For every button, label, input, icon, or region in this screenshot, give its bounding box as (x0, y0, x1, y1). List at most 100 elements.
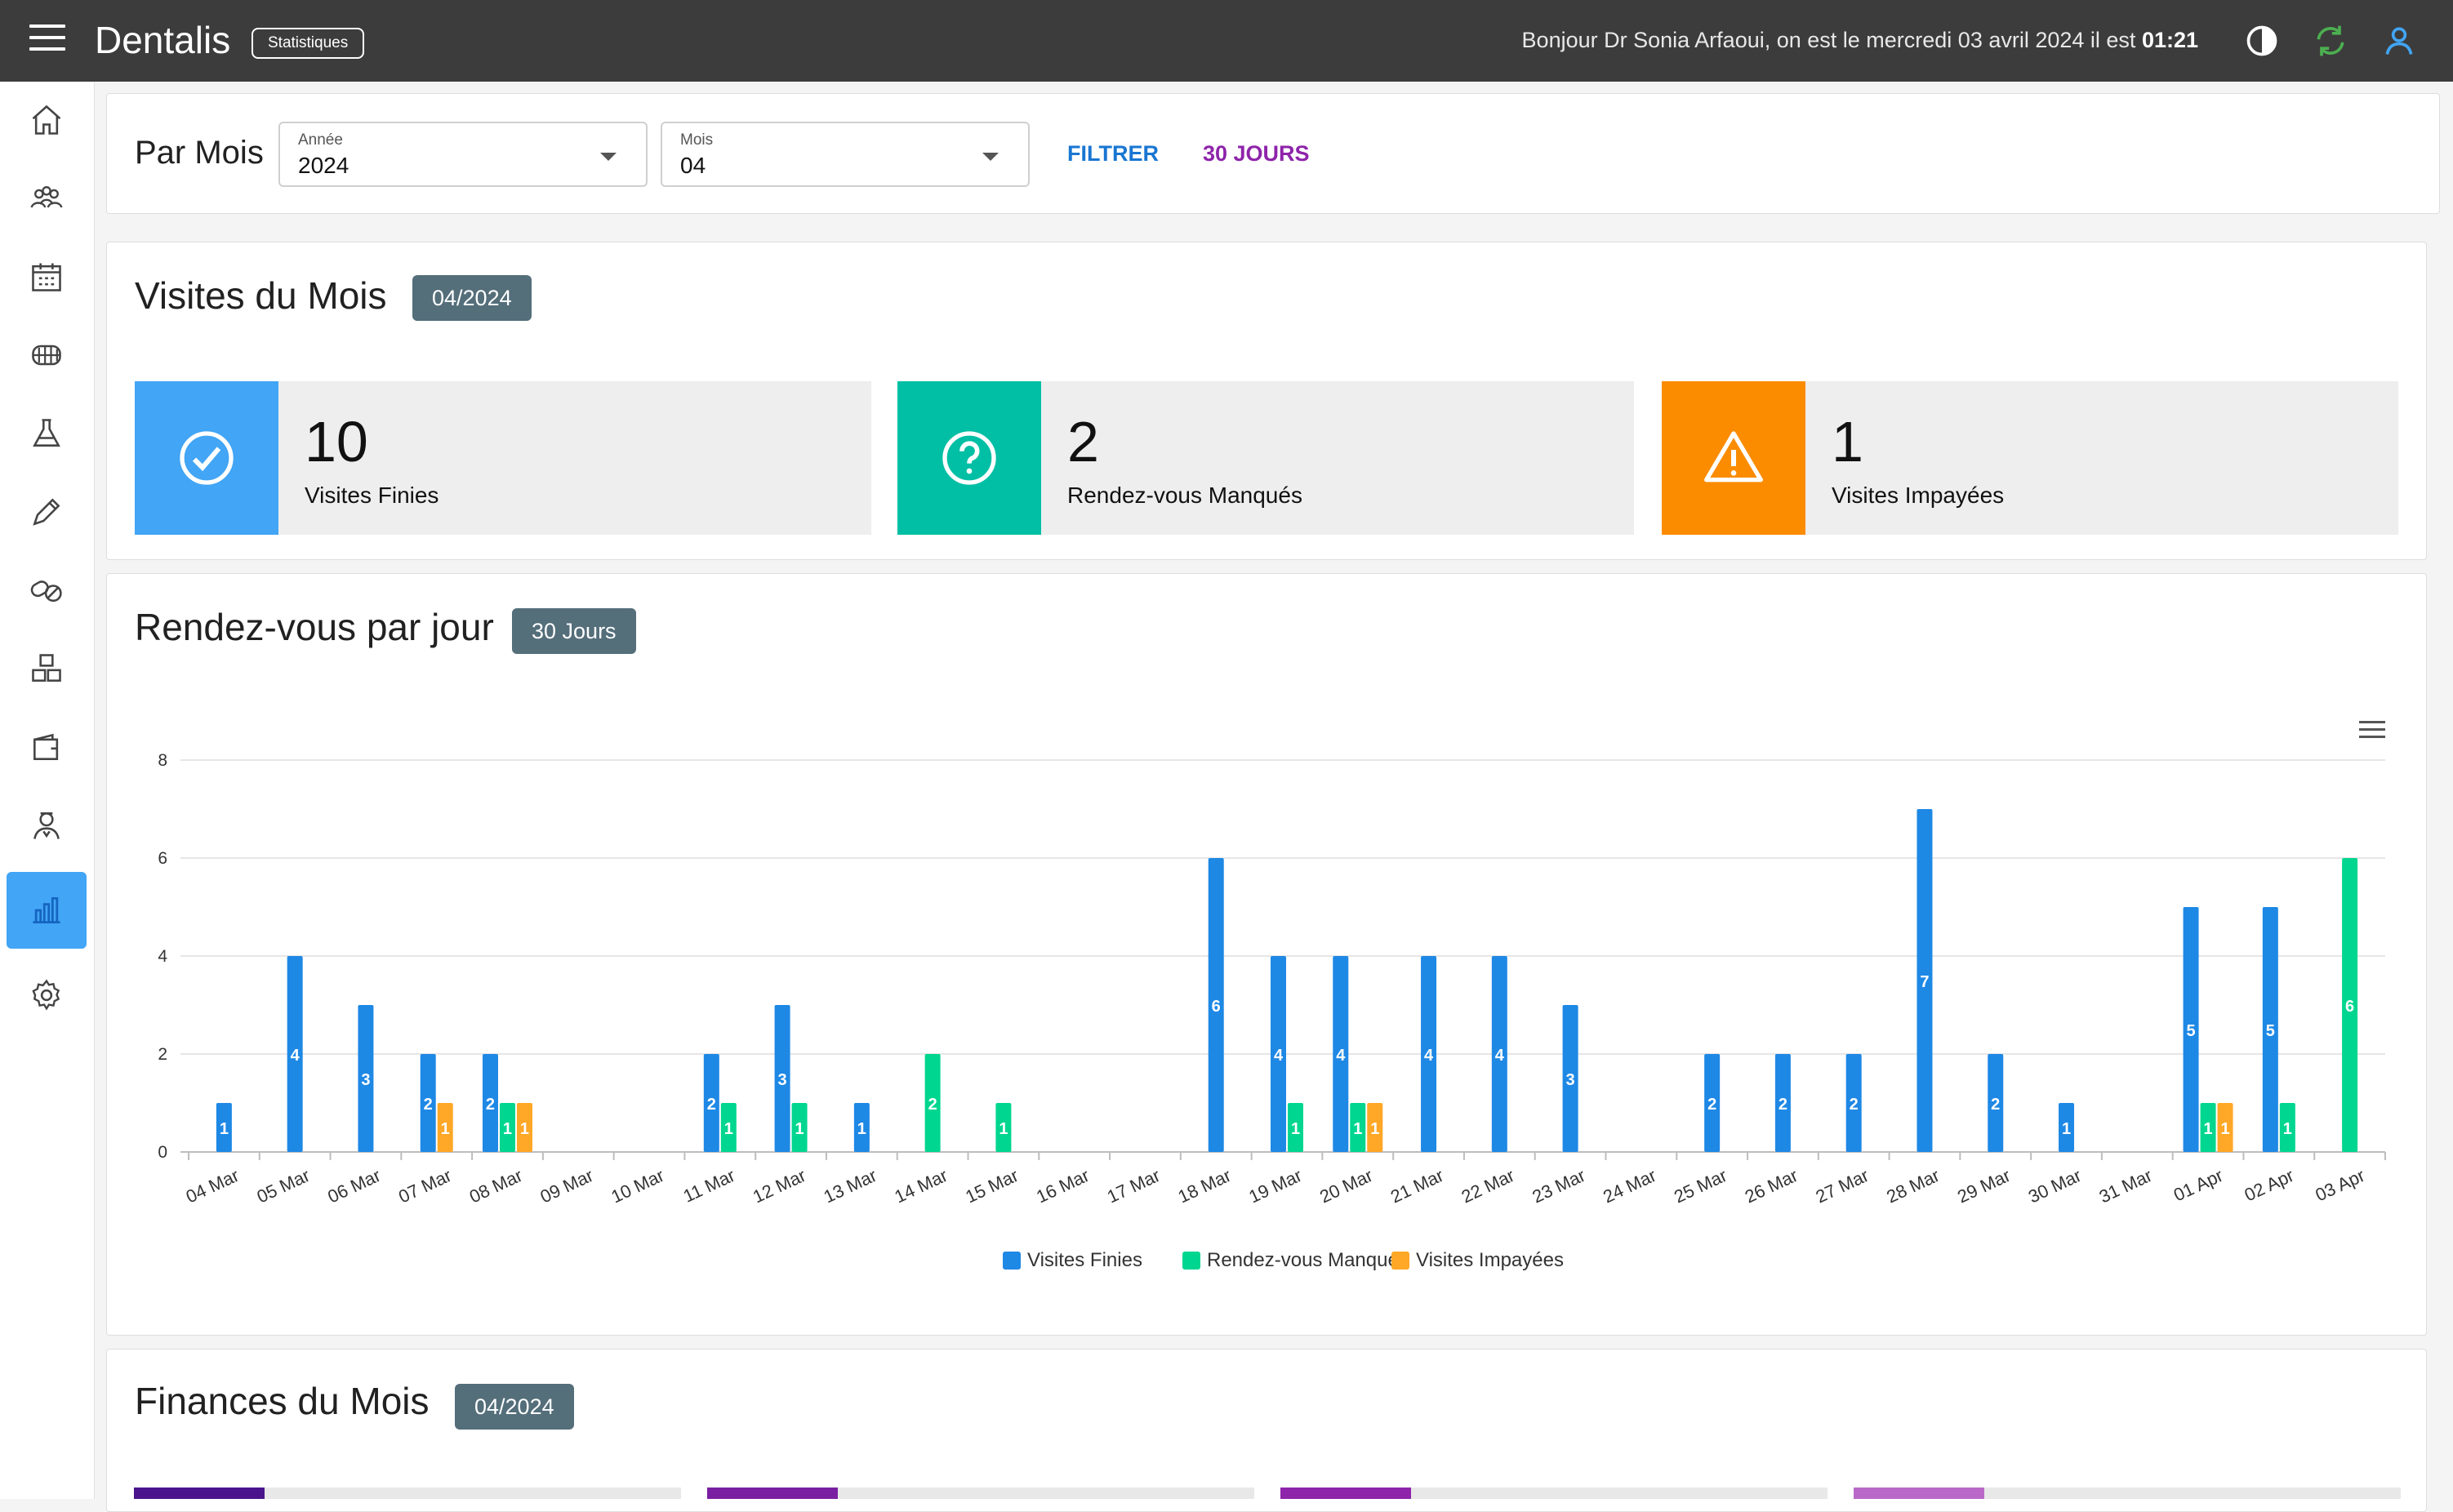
bar-data-label: 2 (424, 1096, 433, 1114)
bar-data-label: 4 (1274, 1047, 1284, 1065)
bar-data-label: 6 (2345, 998, 2354, 1016)
group-icon (30, 186, 63, 208)
bar-data-label: 5 (2266, 1022, 2275, 1040)
bar-visites-impay-es (2217, 1103, 2233, 1152)
bar-visites-finies (1421, 956, 1437, 1152)
bar-rendez-vous-manqu-s (2200, 1103, 2216, 1152)
bar-data-label: 1 (1370, 1120, 1379, 1138)
legend-swatch (1182, 1252, 1200, 1270)
bar-visites-finies (420, 1054, 436, 1152)
bar-rendez-vous-manqu-s (791, 1103, 808, 1152)
finance-tile (707, 1488, 1254, 1499)
bar-chart-icon (33, 896, 60, 924)
sidebar-item-medications[interactable] (7, 552, 87, 629)
sidebar-item-statistics[interactable] (7, 872, 87, 949)
bar-data-label: 1 (441, 1120, 450, 1138)
bar-visites-finies (1917, 809, 1933, 1152)
contrast-icon[interactable] (2244, 23, 2280, 59)
greeting-text: Bonjour Dr Sonia Arfaoui, on est le merc… (1522, 28, 2198, 53)
bar-visites-finies (287, 956, 303, 1152)
finances-badge: 04/2024 (455, 1384, 574, 1430)
bar-rendez-vous-manqu-s (924, 1054, 941, 1152)
y-tick-label: 2 (158, 1045, 167, 1064)
stat-value: 2 (1067, 410, 1099, 474)
finance-tile (134, 1488, 681, 1499)
legend-swatch (1391, 1252, 1409, 1270)
bar-visites-finies (1988, 1054, 2004, 1152)
bar-rendez-vous-manqu-s (499, 1103, 515, 1152)
bar-visites-finies (482, 1054, 498, 1152)
visits-card: Visites du Mois 04/2024 10 Visites Finie… (106, 242, 2427, 560)
filter-button[interactable]: FILTRER (1067, 141, 1159, 166)
sidebar-item-settings[interactable] (7, 957, 87, 1034)
y-tick-label: 6 (158, 849, 167, 868)
x-tick-label: 11 Mar (680, 1165, 738, 1207)
hamburger-menu-icon[interactable] (29, 24, 65, 57)
stat-missed-appointments: 2 Rendez-vous Manqués (897, 381, 1634, 535)
month-select-label: Mois (680, 131, 714, 149)
bar-data-label: 2 (1991, 1096, 2000, 1114)
finance-tile-accent (134, 1488, 265, 1499)
bar-visites-impay-es (437, 1103, 453, 1152)
sidebar-item-home[interactable] (7, 82, 87, 158)
thirty-days-button[interactable]: 30 JOURS (1203, 141, 1310, 166)
user-icon[interactable] (2381, 23, 2417, 59)
month-select[interactable]: Mois 04 (661, 122, 1030, 187)
bar-rendez-vous-manqu-s (1350, 1103, 1366, 1152)
wallet-icon (33, 733, 59, 760)
finances-card: Finances du Mois 04/2024 (106, 1349, 2427, 1512)
pen-icon (33, 498, 60, 526)
y-tick-label: 0 (158, 1143, 167, 1162)
bar-data-label: 1 (724, 1120, 733, 1138)
chevron-down-icon (600, 153, 617, 161)
question-circle-icon (942, 431, 996, 485)
x-tick-label: 03 Apr (2313, 1165, 2368, 1206)
y-tick-label: 8 (158, 751, 167, 770)
bar-data-label: 1 (857, 1120, 866, 1138)
sidebar-item-calendar[interactable] (7, 238, 87, 315)
sidebar-item-staff[interactable] (7, 787, 87, 864)
bar-visites-finies (1271, 956, 1286, 1152)
bar-rendez-vous-manqu-s (2342, 858, 2358, 1152)
refresh-icon[interactable] (2313, 23, 2348, 59)
bar-data-label: 1 (520, 1120, 529, 1138)
home-icon (32, 105, 61, 135)
sidebar-item-prescriptions[interactable] (7, 474, 87, 550)
finance-tile (1280, 1488, 1828, 1499)
year-select-label: Année (298, 131, 343, 149)
bar-visites-finies (216, 1103, 232, 1152)
sidebar-item-patients[interactable] (7, 160, 87, 237)
bar-visites-impay-es (516, 1103, 532, 1152)
bar-data-label: 1 (220, 1120, 229, 1138)
stat-value: 10 (305, 410, 368, 474)
x-tick-label: 29 Mar (1954, 1165, 2014, 1207)
finances-title: Finances du Mois (135, 1380, 430, 1422)
sidebar-item-lab[interactable] (7, 395, 87, 472)
x-tick-label: 05 Mar (254, 1165, 314, 1207)
legend-label: Visites Finies (1027, 1249, 1142, 1271)
visits-badge: 04/2024 (412, 275, 532, 321)
x-tick-label: 24 Mar (1600, 1165, 1659, 1207)
legend-label: Rendez-vous Manqués (1207, 1249, 1409, 1271)
bar-data-label: 1 (795, 1120, 804, 1138)
x-tick-label: 09 Mar (537, 1165, 597, 1207)
sidebar-item-inventory[interactable] (7, 630, 87, 707)
year-select[interactable]: Année 2024 (278, 122, 648, 187)
x-tick-label: 18 Mar (1175, 1165, 1235, 1207)
check-circle-icon (180, 431, 234, 485)
bar-visites-finies (358, 1005, 374, 1152)
bar-data-label: 3 (778, 1071, 787, 1089)
bar-data-label: 2 (486, 1096, 495, 1114)
bar-data-label: 1 (2062, 1120, 2071, 1138)
bar-visites-impay-es (1367, 1103, 1383, 1152)
bar-visites-finies (2059, 1103, 2075, 1152)
chart-menu-icon[interactable] (2359, 721, 2385, 740)
bar-data-label: 2 (707, 1096, 716, 1114)
sidebar-item-wallet[interactable] (7, 709, 87, 785)
sidebar-item-dental[interactable] (7, 317, 87, 394)
bar-data-label: 1 (503, 1120, 512, 1138)
x-tick-label: 27 Mar (1813, 1165, 1872, 1207)
bar-data-label: 2 (1850, 1096, 1859, 1114)
teeth-icon (32, 345, 61, 366)
top-bar: Dentalis Statistiques Bonjour Dr Sonia A… (0, 0, 2453, 82)
